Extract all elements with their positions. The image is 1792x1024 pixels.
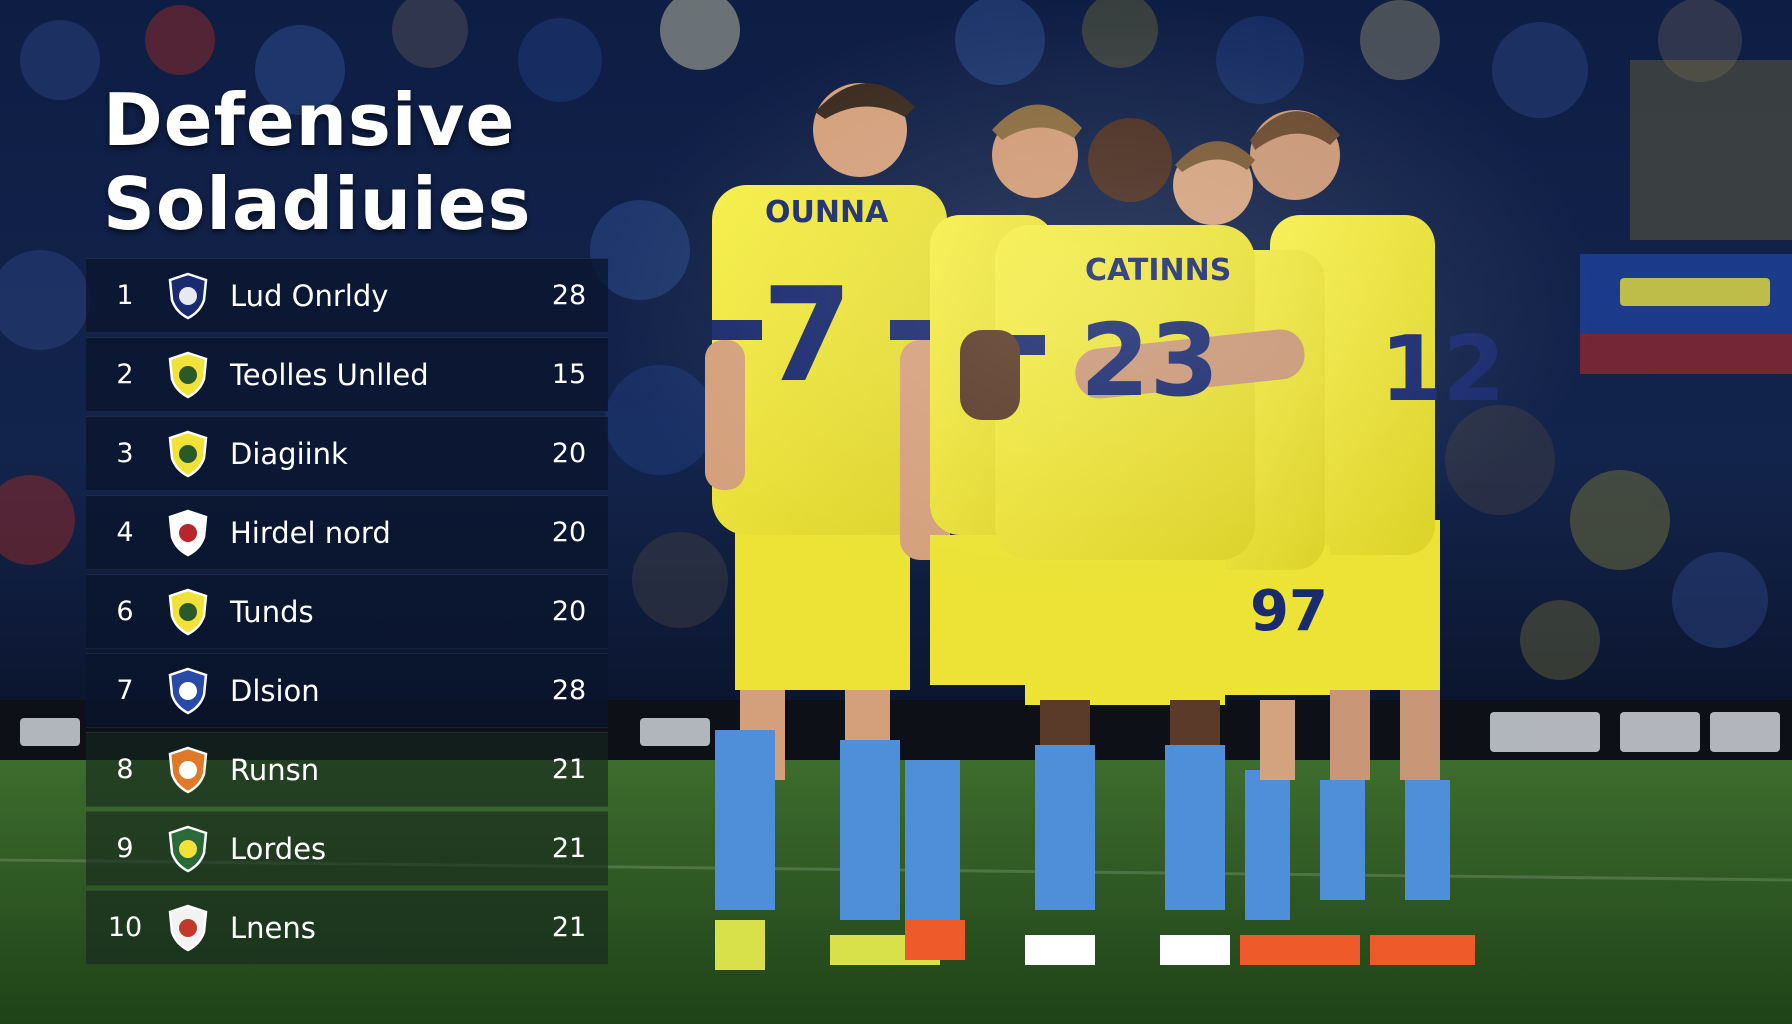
row-points: 21 xyxy=(551,754,587,785)
row-team: Lud Onrldy xyxy=(230,278,389,313)
row-rank: 10 xyxy=(107,912,143,943)
row-points: 28 xyxy=(551,675,587,706)
row-points: 21 xyxy=(551,833,587,864)
row-rank: 8 xyxy=(116,754,134,785)
table-row: 8 Runsn 21 xyxy=(86,732,608,807)
table-row: 3 Diagiink 20 xyxy=(86,416,608,491)
crest-green-icon xyxy=(164,825,212,873)
row-team: Tunds xyxy=(230,594,314,629)
row-rank: 2 xyxy=(116,359,134,390)
crest-orange-icon xyxy=(164,746,212,794)
crest-yellow-icon xyxy=(164,351,212,399)
row-team: Lnens xyxy=(230,910,316,945)
table-row: 6 Tunds 20 xyxy=(86,574,608,649)
table-row: 1 Lud Onrldy 28 xyxy=(86,258,608,333)
row-team: Runsn xyxy=(230,752,320,787)
row-team: Lordes xyxy=(230,831,327,866)
row-team: Diagiink xyxy=(230,436,348,471)
table-row: 2 Teolles Unlled 15 xyxy=(86,337,608,412)
row-rank: 4 xyxy=(116,517,134,548)
row-team: Dlsion xyxy=(230,673,320,708)
row-points: 28 xyxy=(551,280,587,311)
crest-red-icon xyxy=(164,509,212,557)
crest-blue-icon xyxy=(164,667,212,715)
crest-white-icon xyxy=(164,904,212,952)
row-rank: 1 xyxy=(116,280,134,311)
standings-table: 1 Lud Onrldy 28 2 Teolles Unlled 15 3 Diagiink 2… xyxy=(86,258,608,969)
title-line-1: Defensive xyxy=(103,78,516,162)
crest-navy-icon xyxy=(164,272,212,320)
row-rank: 7 xyxy=(116,675,134,706)
row-team: Teolles Unlled xyxy=(230,357,429,392)
row-points: 20 xyxy=(551,438,587,469)
table-row: 10 Lnens 21 xyxy=(86,890,608,965)
row-points: 15 xyxy=(551,359,587,390)
row-rank: 3 xyxy=(116,438,134,469)
row-points: 21 xyxy=(551,912,587,943)
title-line-2: Soladiuies xyxy=(103,162,532,246)
row-points: 20 xyxy=(551,596,587,627)
table-row: 7 Dlsion 28 xyxy=(86,653,608,728)
table-row: 4 Hirdel nord 20 xyxy=(86,495,608,570)
row-points: 20 xyxy=(551,517,587,548)
row-rank: 6 xyxy=(116,596,134,627)
crest-yellow-icon xyxy=(164,588,212,636)
page-title: Defensive Soladiuies xyxy=(103,78,531,246)
row-rank: 9 xyxy=(116,833,134,864)
crest-yellow-icon xyxy=(164,430,212,478)
table-row: 9 Lordes 21 xyxy=(86,811,608,886)
row-team: Hirdel nord xyxy=(230,515,391,550)
